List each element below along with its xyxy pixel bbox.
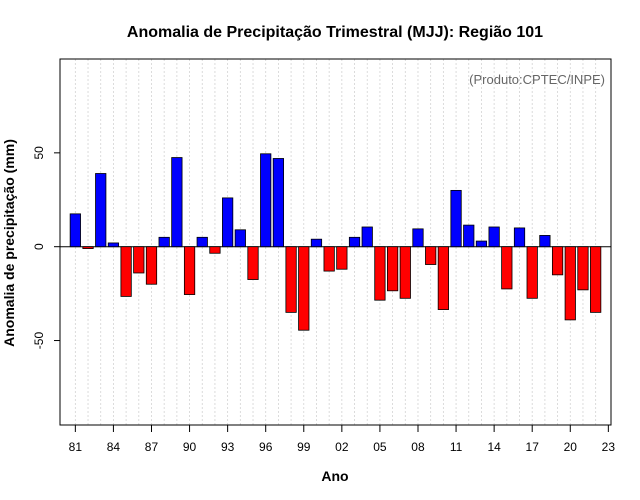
bar-2019 (551, 246, 564, 276)
bar-2007 (399, 246, 411, 299)
bar-1995 (247, 246, 259, 280)
bar-1993 (222, 197, 234, 248)
bar-2009 (425, 246, 437, 265)
bar-1988 (158, 236, 170, 248)
x-axis: 81 84 87 90 93 96 99 02 05 08 11 14 17 20 23 (69, 424, 616, 454)
x-tick-label: 96 (259, 440, 273, 454)
x-tick-label: 20 (564, 440, 578, 454)
bar-2001 (323, 246, 335, 272)
x-axis-label: Ano (321, 468, 348, 484)
bar-1998 (285, 246, 297, 313)
bar-1985 (120, 246, 132, 297)
y-tick-label: 50 (32, 146, 46, 160)
bar-2016 (513, 227, 526, 248)
bar-2021 (577, 246, 589, 291)
y-axis-label: Anomalia de precipitação (mm) (1, 139, 17, 347)
x-tick-label: 02 (335, 440, 349, 454)
x-tick-label: 11 (450, 440, 463, 454)
x-tick-label: 17 (526, 440, 540, 454)
bar-2020 (564, 246, 576, 321)
source-annotation: (Produto:CPTEC/INPE) (469, 72, 605, 87)
plot-frame (59, 58, 612, 426)
bar-1982 (82, 246, 94, 249)
bar-2013 (475, 240, 488, 248)
y-tick-label: 0 (32, 243, 46, 250)
bar-1992 (209, 246, 221, 254)
bar-1984 (107, 242, 120, 248)
bar-1994 (234, 229, 246, 248)
x-tick-label: 99 (297, 440, 311, 454)
x-tick-label: 90 (183, 440, 197, 454)
bars-layer (69, 153, 602, 331)
y-axis: -50 0 50 (32, 146, 61, 350)
y-tick-label: -50 (32, 332, 46, 350)
bar-1990 (183, 246, 196, 295)
bar-2000 (310, 238, 323, 248)
bar-2002 (336, 246, 348, 270)
bar-2004 (361, 226, 373, 248)
x-tick-label: 14 (487, 440, 501, 454)
x-tick-label: 87 (145, 440, 159, 454)
bar-2011 (450, 189, 462, 248)
bar-1989 (171, 157, 183, 248)
bar-2012 (463, 224, 475, 248)
bar-1986 (133, 246, 145, 274)
x-tick-label: 23 (602, 440, 616, 454)
bar-2006 (387, 246, 399, 292)
bar-2005 (374, 246, 386, 301)
x-tick-label: 81 (69, 440, 83, 454)
bar-1991 (196, 236, 208, 248)
bar-1983 (95, 173, 107, 248)
bar-1997 (272, 158, 284, 248)
bar-2015 (501, 246, 513, 290)
chart-title: Anomalia de Precipitação Trimestral (MJJ… (127, 24, 543, 41)
grid-layer (74, 59, 597, 425)
x-tick-label: 05 (373, 440, 387, 454)
bar-2008 (412, 228, 424, 248)
bar-1999 (298, 246, 310, 331)
x-tick-label: 93 (221, 440, 235, 454)
bar-2014 (488, 226, 500, 248)
bar-1987 (145, 246, 158, 285)
bar-2022 (590, 246, 602, 313)
bar-2017 (526, 246, 538, 299)
x-tick-label: 08 (411, 440, 425, 454)
bar-2018 (539, 235, 551, 248)
bar-2010 (437, 246, 449, 310)
x-tick-label: 84 (107, 440, 121, 454)
bar-1996 (260, 153, 272, 248)
bar-1981 (69, 213, 81, 248)
bar-2003 (348, 236, 361, 248)
